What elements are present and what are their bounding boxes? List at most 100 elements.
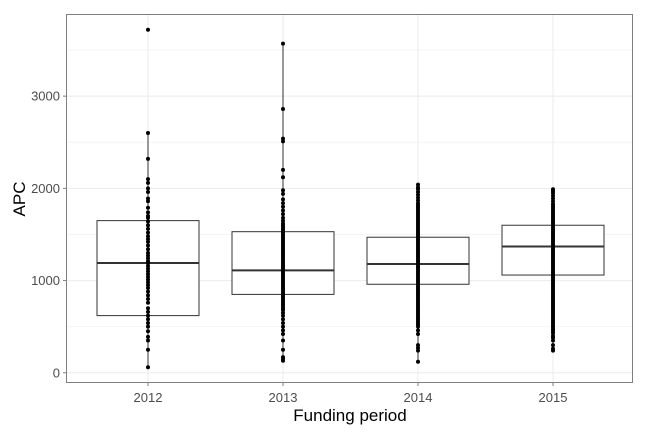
data-point [146, 253, 150, 258]
data-point [146, 272, 150, 277]
data-point [281, 347, 285, 352]
data-point [146, 338, 150, 343]
data-point [146, 215, 150, 220]
data-point [146, 320, 150, 325]
data-point [416, 187, 420, 192]
x-tick-label: 2013 [269, 390, 298, 405]
data-point [146, 196, 150, 201]
data-point [146, 283, 150, 288]
data-point [146, 306, 150, 311]
data-point [281, 338, 285, 343]
y-axis-ticks: 0 1000 2000 3000 [31, 89, 67, 380]
data-point [281, 175, 285, 180]
data-point [146, 317, 150, 322]
data-point [551, 338, 555, 343]
data-point [551, 199, 555, 204]
data-point [146, 297, 150, 302]
data-point [416, 343, 420, 348]
data-point [281, 107, 285, 112]
data-point [146, 266, 150, 271]
data-point [281, 358, 285, 363]
data-point [551, 331, 555, 336]
data-point [146, 190, 150, 195]
data-point [281, 212, 285, 217]
data-point [281, 308, 285, 313]
data-point [146, 226, 150, 231]
data-point [281, 320, 285, 325]
data-point [146, 177, 150, 182]
data-point [416, 182, 420, 187]
data-point [281, 188, 285, 193]
data-point [146, 365, 150, 370]
data-point [281, 136, 285, 141]
data-point [551, 348, 555, 353]
data-point [146, 285, 150, 290]
data-point [281, 204, 285, 209]
data-point [281, 208, 285, 213]
data-point [146, 205, 150, 210]
data-point [281, 310, 285, 315]
data-point [146, 219, 150, 224]
data-point [146, 234, 150, 239]
data-point [146, 280, 150, 285]
data-point [281, 197, 285, 202]
data-point [281, 41, 285, 46]
y-tick-label: 3000 [31, 89, 60, 104]
data-point [416, 324, 420, 329]
data-point [146, 247, 150, 252]
data-point [146, 334, 150, 339]
data-point [416, 332, 420, 337]
panel-border [66, 14, 633, 383]
data-point [551, 196, 555, 201]
data-point [146, 186, 150, 191]
data-point [146, 239, 150, 244]
data-point [146, 180, 150, 185]
data-point [416, 345, 420, 350]
data-point [146, 199, 150, 204]
y-tick-label: 2000 [31, 181, 60, 196]
data-point [281, 332, 285, 337]
data-point [146, 210, 150, 215]
data-point [146, 256, 150, 261]
data-point [146, 300, 150, 305]
data-point [416, 328, 420, 333]
data-point [146, 324, 150, 329]
data-points [146, 27, 555, 370]
data-point [281, 191, 285, 196]
x-tick-label: 2012 [134, 390, 163, 405]
data-point [146, 156, 150, 161]
data-point [146, 27, 150, 32]
y-tick-label: 0 [53, 365, 60, 380]
data-point [416, 190, 420, 195]
data-point [281, 324, 285, 329]
data-point [551, 193, 555, 198]
data-point [146, 261, 150, 266]
y-tick-label: 1000 [31, 273, 60, 288]
data-point [146, 274, 150, 279]
data-point [281, 218, 285, 223]
data-point [416, 195, 420, 200]
data-point [146, 250, 150, 255]
y-axis-title: APC [10, 182, 29, 217]
data-point [146, 329, 150, 334]
data-point [146, 269, 150, 274]
data-point [146, 289, 150, 294]
data-point [146, 237, 150, 242]
data-point [281, 313, 285, 318]
data-point [281, 328, 285, 333]
data-point [146, 230, 150, 235]
data-point [146, 309, 150, 314]
data-point [146, 263, 150, 268]
data-point [281, 139, 285, 144]
x-tick-label: 2014 [404, 390, 433, 405]
data-point [416, 348, 420, 353]
data-point [146, 277, 150, 282]
data-point [551, 335, 555, 340]
data-point [281, 167, 285, 172]
data-point [281, 317, 285, 322]
data-point [146, 313, 150, 318]
data-point [281, 201, 285, 206]
data-point [146, 243, 150, 248]
